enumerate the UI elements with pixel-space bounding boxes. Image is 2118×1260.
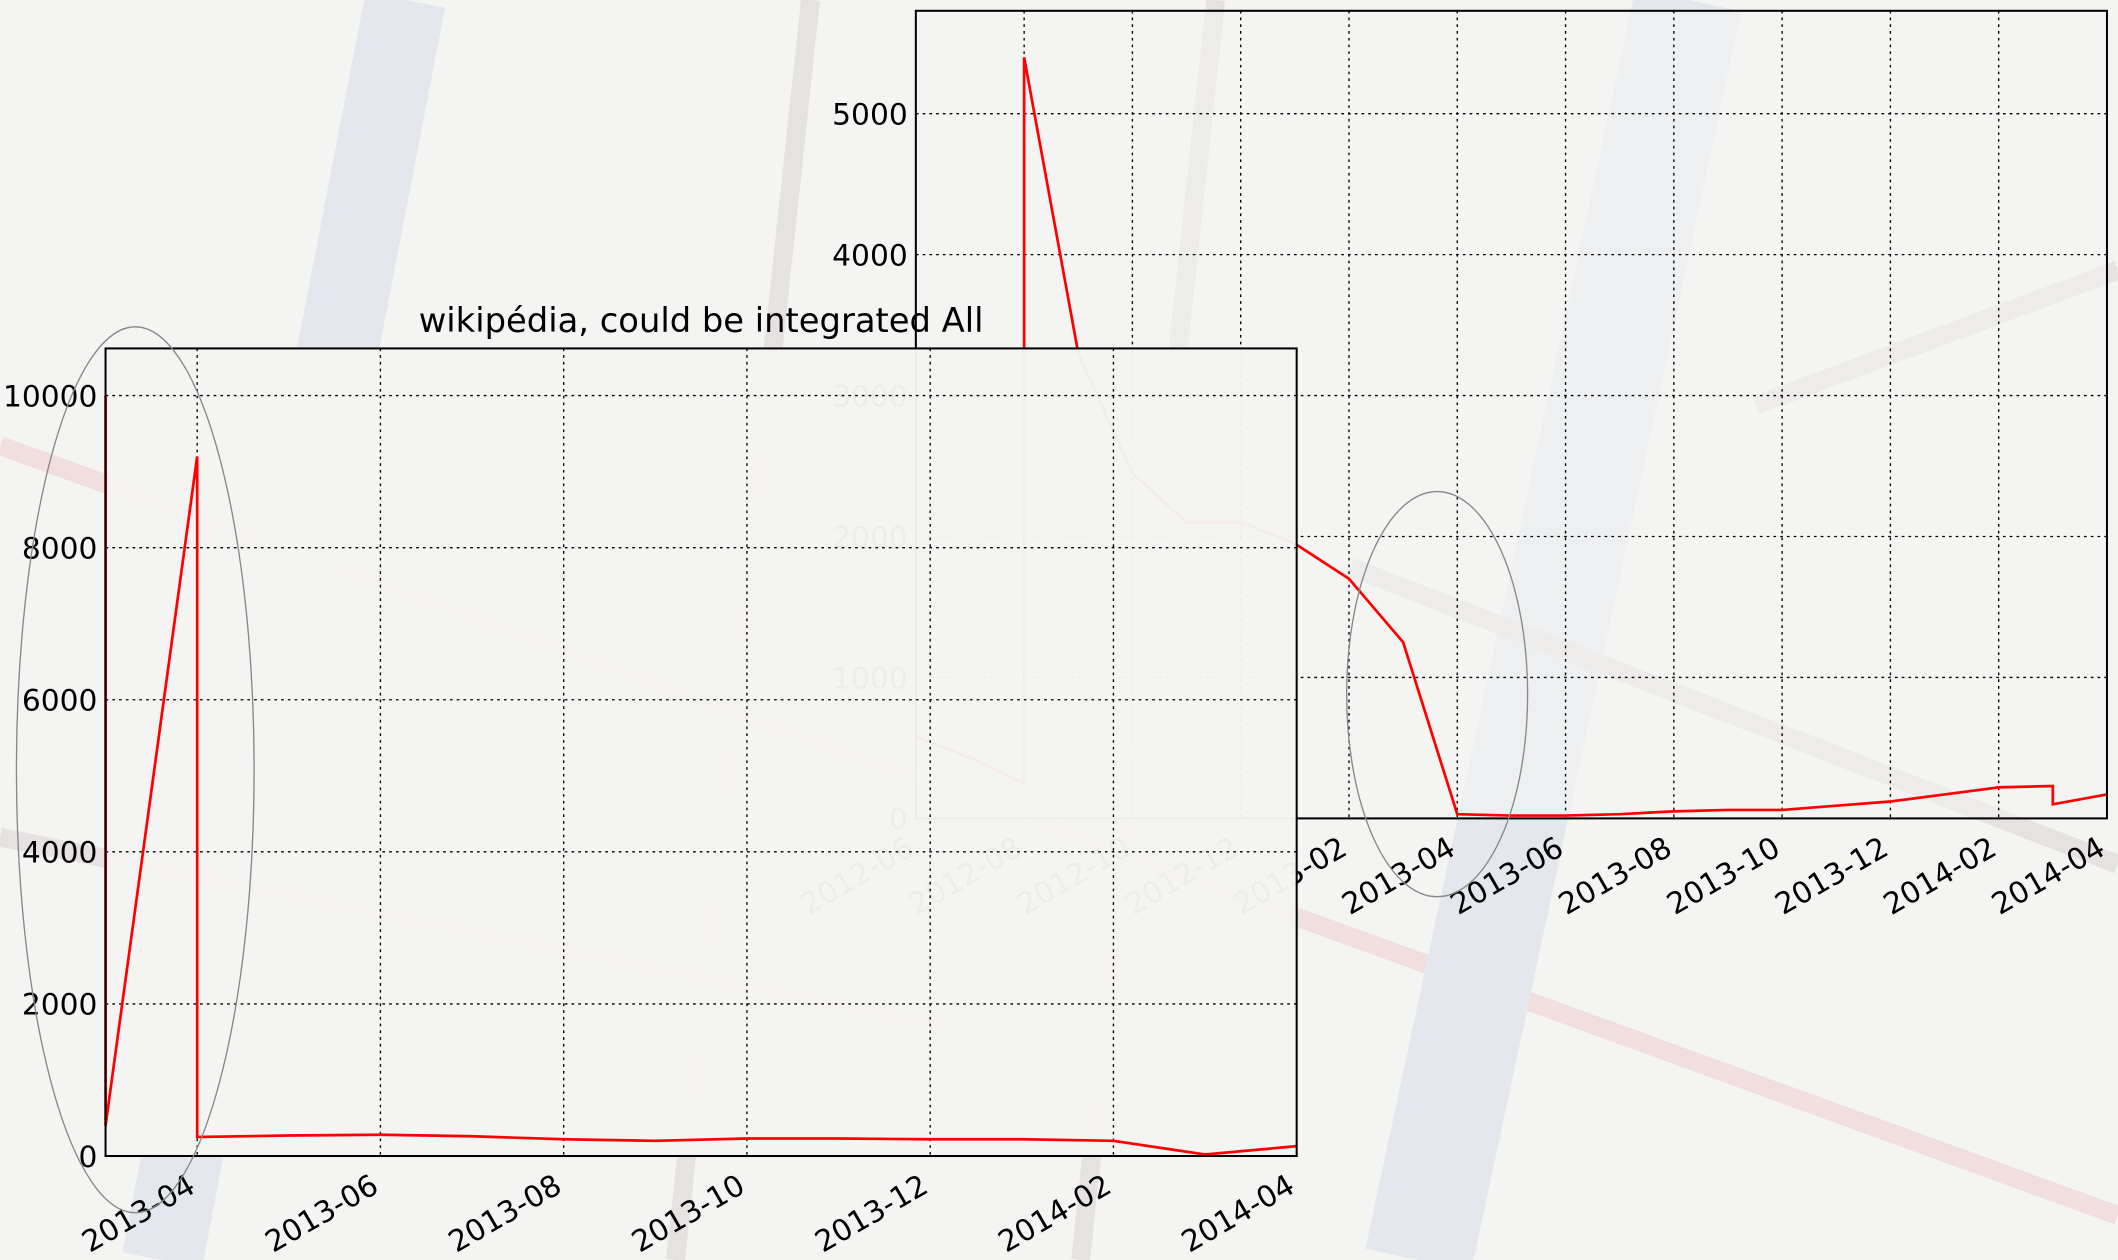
- page: 0100020003000400050002012-062012-082012-…: [0, 0, 2118, 1260]
- y-tick-label: 8000: [22, 531, 98, 566]
- chart: wikipédia, could be integrated All020004…: [3, 301, 1301, 1260]
- y-tick-label: 4000: [22, 836, 98, 871]
- y-tick-label: 6000: [22, 684, 98, 719]
- chart-title: wikipédia, could be integrated All: [419, 301, 984, 340]
- y-tick-label: 10000: [3, 379, 98, 414]
- plot-area: [106, 348, 1297, 1156]
- y-tick-label: 0: [79, 1140, 98, 1175]
- y-tick-label: 4000: [832, 238, 908, 273]
- screen: 0100020003000400050002012-062012-082012-…: [0, 0, 2118, 1260]
- y-tick-label: 5000: [832, 97, 908, 132]
